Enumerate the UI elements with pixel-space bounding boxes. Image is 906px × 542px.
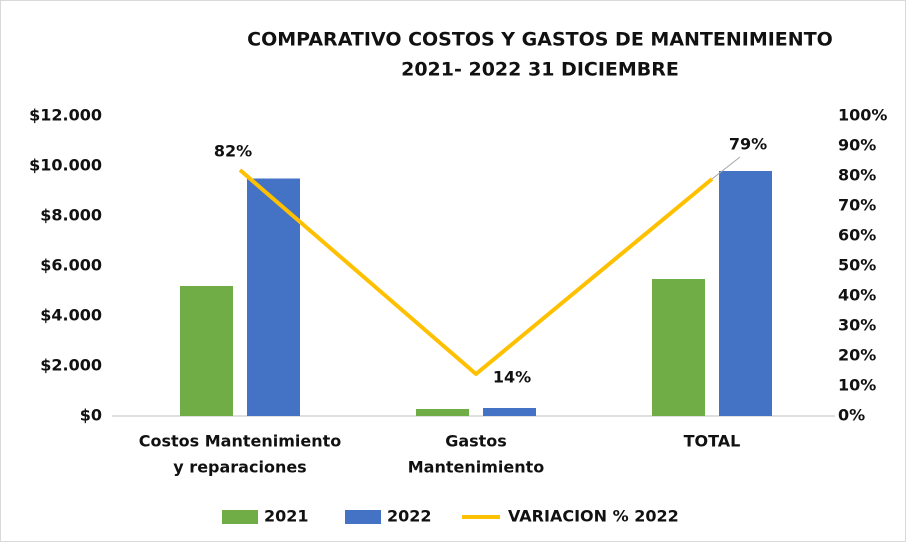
bar [416, 409, 469, 416]
x-tick-label: Gastos [445, 432, 507, 451]
y2-tick-label: 40% [838, 286, 876, 305]
y-tick-label: $0 [80, 406, 102, 425]
x-tick-label: Mantenimiento [408, 458, 545, 477]
bar [180, 286, 233, 416]
y2-tick-label: 20% [838, 346, 876, 365]
legend-label: VARIACION % 2022 [508, 507, 679, 526]
data-label: 82% [214, 142, 252, 161]
y-tick-label: $10.000 [29, 156, 102, 175]
y2-tick-label: 90% [838, 136, 876, 155]
y2-tick-label: 100% [838, 106, 887, 125]
legend-swatch [222, 510, 258, 524]
chart-title: 2021- 2022 31 DICIEMBRE [401, 59, 679, 81]
bar [483, 408, 536, 416]
legend-label: 2021 [264, 507, 309, 526]
y-tick-label: $2.000 [40, 356, 102, 375]
x-tick-label: Costos Mantenimiento [139, 432, 342, 451]
y2-tick-label: 30% [838, 316, 876, 335]
y-tick-label: $4.000 [40, 306, 102, 325]
chart-title: COMPARATIVO COSTOS Y GASTOS DE MANTENIMI… [247, 29, 833, 51]
bar [652, 279, 705, 416]
line [238, 168, 714, 376]
y2-tick-label: 60% [838, 226, 876, 245]
y2-tick-label: 50% [838, 256, 876, 275]
y-tick-label: $6.000 [40, 256, 102, 275]
legend-swatch [345, 510, 381, 524]
y2-tick-label: 80% [838, 166, 876, 185]
y-tick-label: $8.000 [40, 206, 102, 225]
x-tick-label: y reparaciones [173, 458, 306, 477]
leader-line [711, 156, 741, 180]
bar [247, 178, 300, 416]
y2-tick-label: 70% [838, 196, 876, 215]
y2-tick-label: 10% [838, 376, 876, 395]
data-label: 14% [493, 368, 531, 387]
legend-label: 2022 [387, 507, 432, 526]
bar [719, 171, 772, 416]
x-tick-label: TOTAL [684, 432, 741, 451]
y-tick-label: $12.000 [29, 106, 102, 125]
y2-tick-label: 0% [838, 406, 865, 425]
data-label: 79% [729, 135, 767, 154]
